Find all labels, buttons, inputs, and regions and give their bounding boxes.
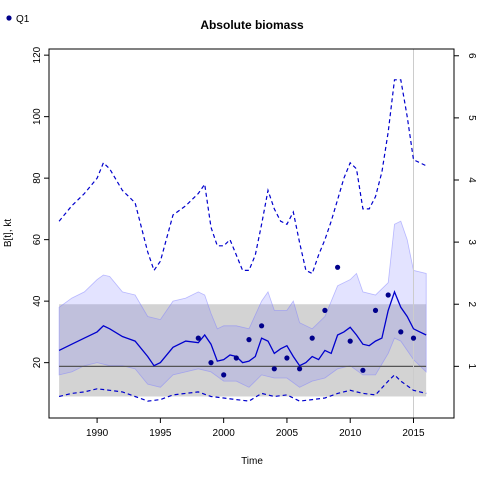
y2-tick-label: 5 (466, 115, 477, 121)
x-tick-label: 2005 (276, 428, 299, 439)
data-point (385, 292, 391, 298)
series-lower-dashed (58, 374, 427, 402)
data-point (309, 335, 315, 341)
series-upper-dashed (58, 79, 427, 275)
data-point (208, 360, 214, 366)
x-tick-label: 1990 (86, 428, 109, 439)
y2-tick-label: 4 (466, 177, 477, 183)
y2-tick-label: 3 (466, 239, 477, 245)
data-point (297, 366, 303, 372)
y2-tick-label: 2 (466, 301, 477, 307)
plot-frame (48, 48, 455, 419)
x-axis-title: Time (241, 456, 263, 467)
legend: Q1 (6, 14, 30, 25)
y-tick-label: 20 (32, 357, 43, 369)
y-tick-label: 80 (32, 172, 43, 184)
data-point (410, 335, 417, 341)
y-tick-label: 40 (32, 295, 43, 307)
reference-band (59, 304, 427, 397)
data-point (284, 355, 290, 361)
x-tick-label: 1995 (149, 428, 172, 439)
y2-tick-label: 6 (466, 53, 477, 59)
data-point (195, 335, 201, 341)
x-tick-label: 2000 (213, 428, 236, 439)
x-tick-label: 2010 (339, 428, 362, 439)
chart-title: Absolute biomass (200, 18, 304, 32)
data-point (372, 307, 379, 313)
y-tick-label: 100 (32, 108, 43, 125)
x-tick-label: 2015 (402, 428, 425, 439)
data-point (347, 338, 353, 344)
data-point (398, 329, 404, 335)
y-axis-title: B[t], kt (3, 219, 14, 248)
y2-tick-label: 1 (466, 364, 477, 370)
data-point (360, 367, 366, 373)
y-tick-label: 60 (32, 234, 43, 246)
y-tick-label: 120 (32, 46, 43, 63)
plot-layer (58, 49, 427, 418)
data-point (335, 264, 341, 270)
y2-axis: 1 2 3 4 5 6 (454, 53, 477, 370)
data-point (322, 307, 328, 313)
legend-marker (6, 15, 12, 21)
data-point (221, 372, 227, 378)
x-axis: 1990 1995 2000 2005 2010 2015 (86, 418, 425, 439)
y-axis: 20 40 60 80 100 120 (32, 46, 49, 368)
data-point (259, 323, 265, 329)
legend-label: Q1 (16, 14, 30, 25)
data-point (271, 366, 277, 372)
data-point (233, 355, 239, 361)
series-median (58, 290, 427, 367)
data-point (246, 337, 252, 343)
